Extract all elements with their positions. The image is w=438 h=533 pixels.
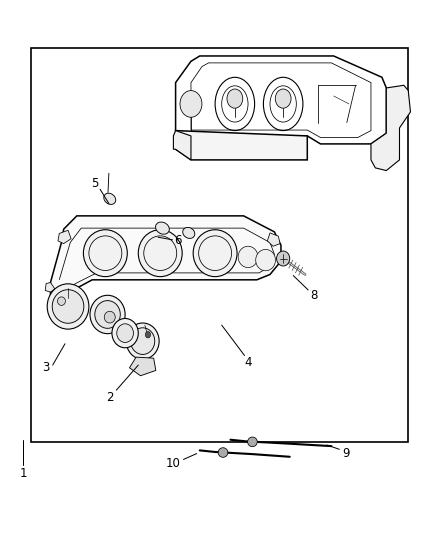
Ellipse shape	[47, 284, 88, 329]
Text: 6: 6	[173, 235, 181, 247]
Text: 9: 9	[341, 447, 349, 459]
Text: 5: 5	[91, 177, 98, 190]
Polygon shape	[175, 131, 307, 160]
Polygon shape	[173, 131, 191, 160]
Text: 8: 8	[309, 289, 316, 302]
Ellipse shape	[112, 318, 138, 348]
Polygon shape	[267, 233, 279, 246]
Ellipse shape	[52, 290, 84, 323]
Ellipse shape	[138, 230, 182, 277]
Ellipse shape	[182, 228, 194, 238]
Ellipse shape	[90, 295, 125, 334]
Text: 4: 4	[244, 356, 251, 369]
Bar	[31, 48, 407, 442]
Circle shape	[275, 89, 290, 108]
Polygon shape	[129, 357, 155, 376]
Ellipse shape	[193, 230, 237, 277]
Ellipse shape	[247, 437, 257, 447]
Ellipse shape	[255, 249, 275, 271]
Ellipse shape	[131, 328, 154, 354]
Text: 10: 10	[166, 457, 180, 470]
Ellipse shape	[126, 323, 159, 359]
Ellipse shape	[83, 230, 127, 277]
Circle shape	[145, 332, 150, 338]
Ellipse shape	[237, 246, 257, 268]
Text: 1: 1	[19, 467, 27, 480]
Ellipse shape	[95, 301, 120, 328]
Circle shape	[180, 91, 201, 117]
Ellipse shape	[218, 448, 227, 457]
Ellipse shape	[155, 222, 169, 234]
Ellipse shape	[117, 324, 133, 342]
Polygon shape	[370, 85, 410, 171]
Circle shape	[226, 89, 242, 108]
Ellipse shape	[103, 193, 116, 205]
Polygon shape	[45, 282, 55, 292]
Polygon shape	[58, 230, 71, 244]
Ellipse shape	[104, 311, 115, 323]
Text: 2: 2	[106, 391, 113, 403]
Ellipse shape	[276, 251, 289, 266]
Text: 3: 3	[42, 361, 49, 374]
Ellipse shape	[57, 297, 65, 305]
Polygon shape	[50, 216, 280, 298]
